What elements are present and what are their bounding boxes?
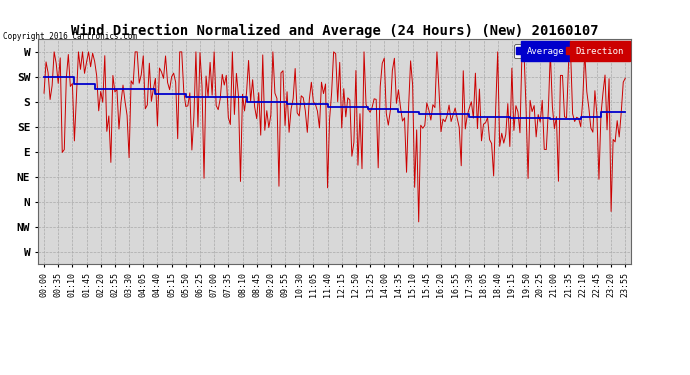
Legend: Average, Direction: Average, Direction: [514, 44, 627, 58]
Text: Copyright 2016 Cartronics.com: Copyright 2016 Cartronics.com: [3, 32, 137, 41]
Title: Wind Direction Normalized and Average (24 Hours) (New) 20160107: Wind Direction Normalized and Average (2…: [71, 24, 598, 38]
